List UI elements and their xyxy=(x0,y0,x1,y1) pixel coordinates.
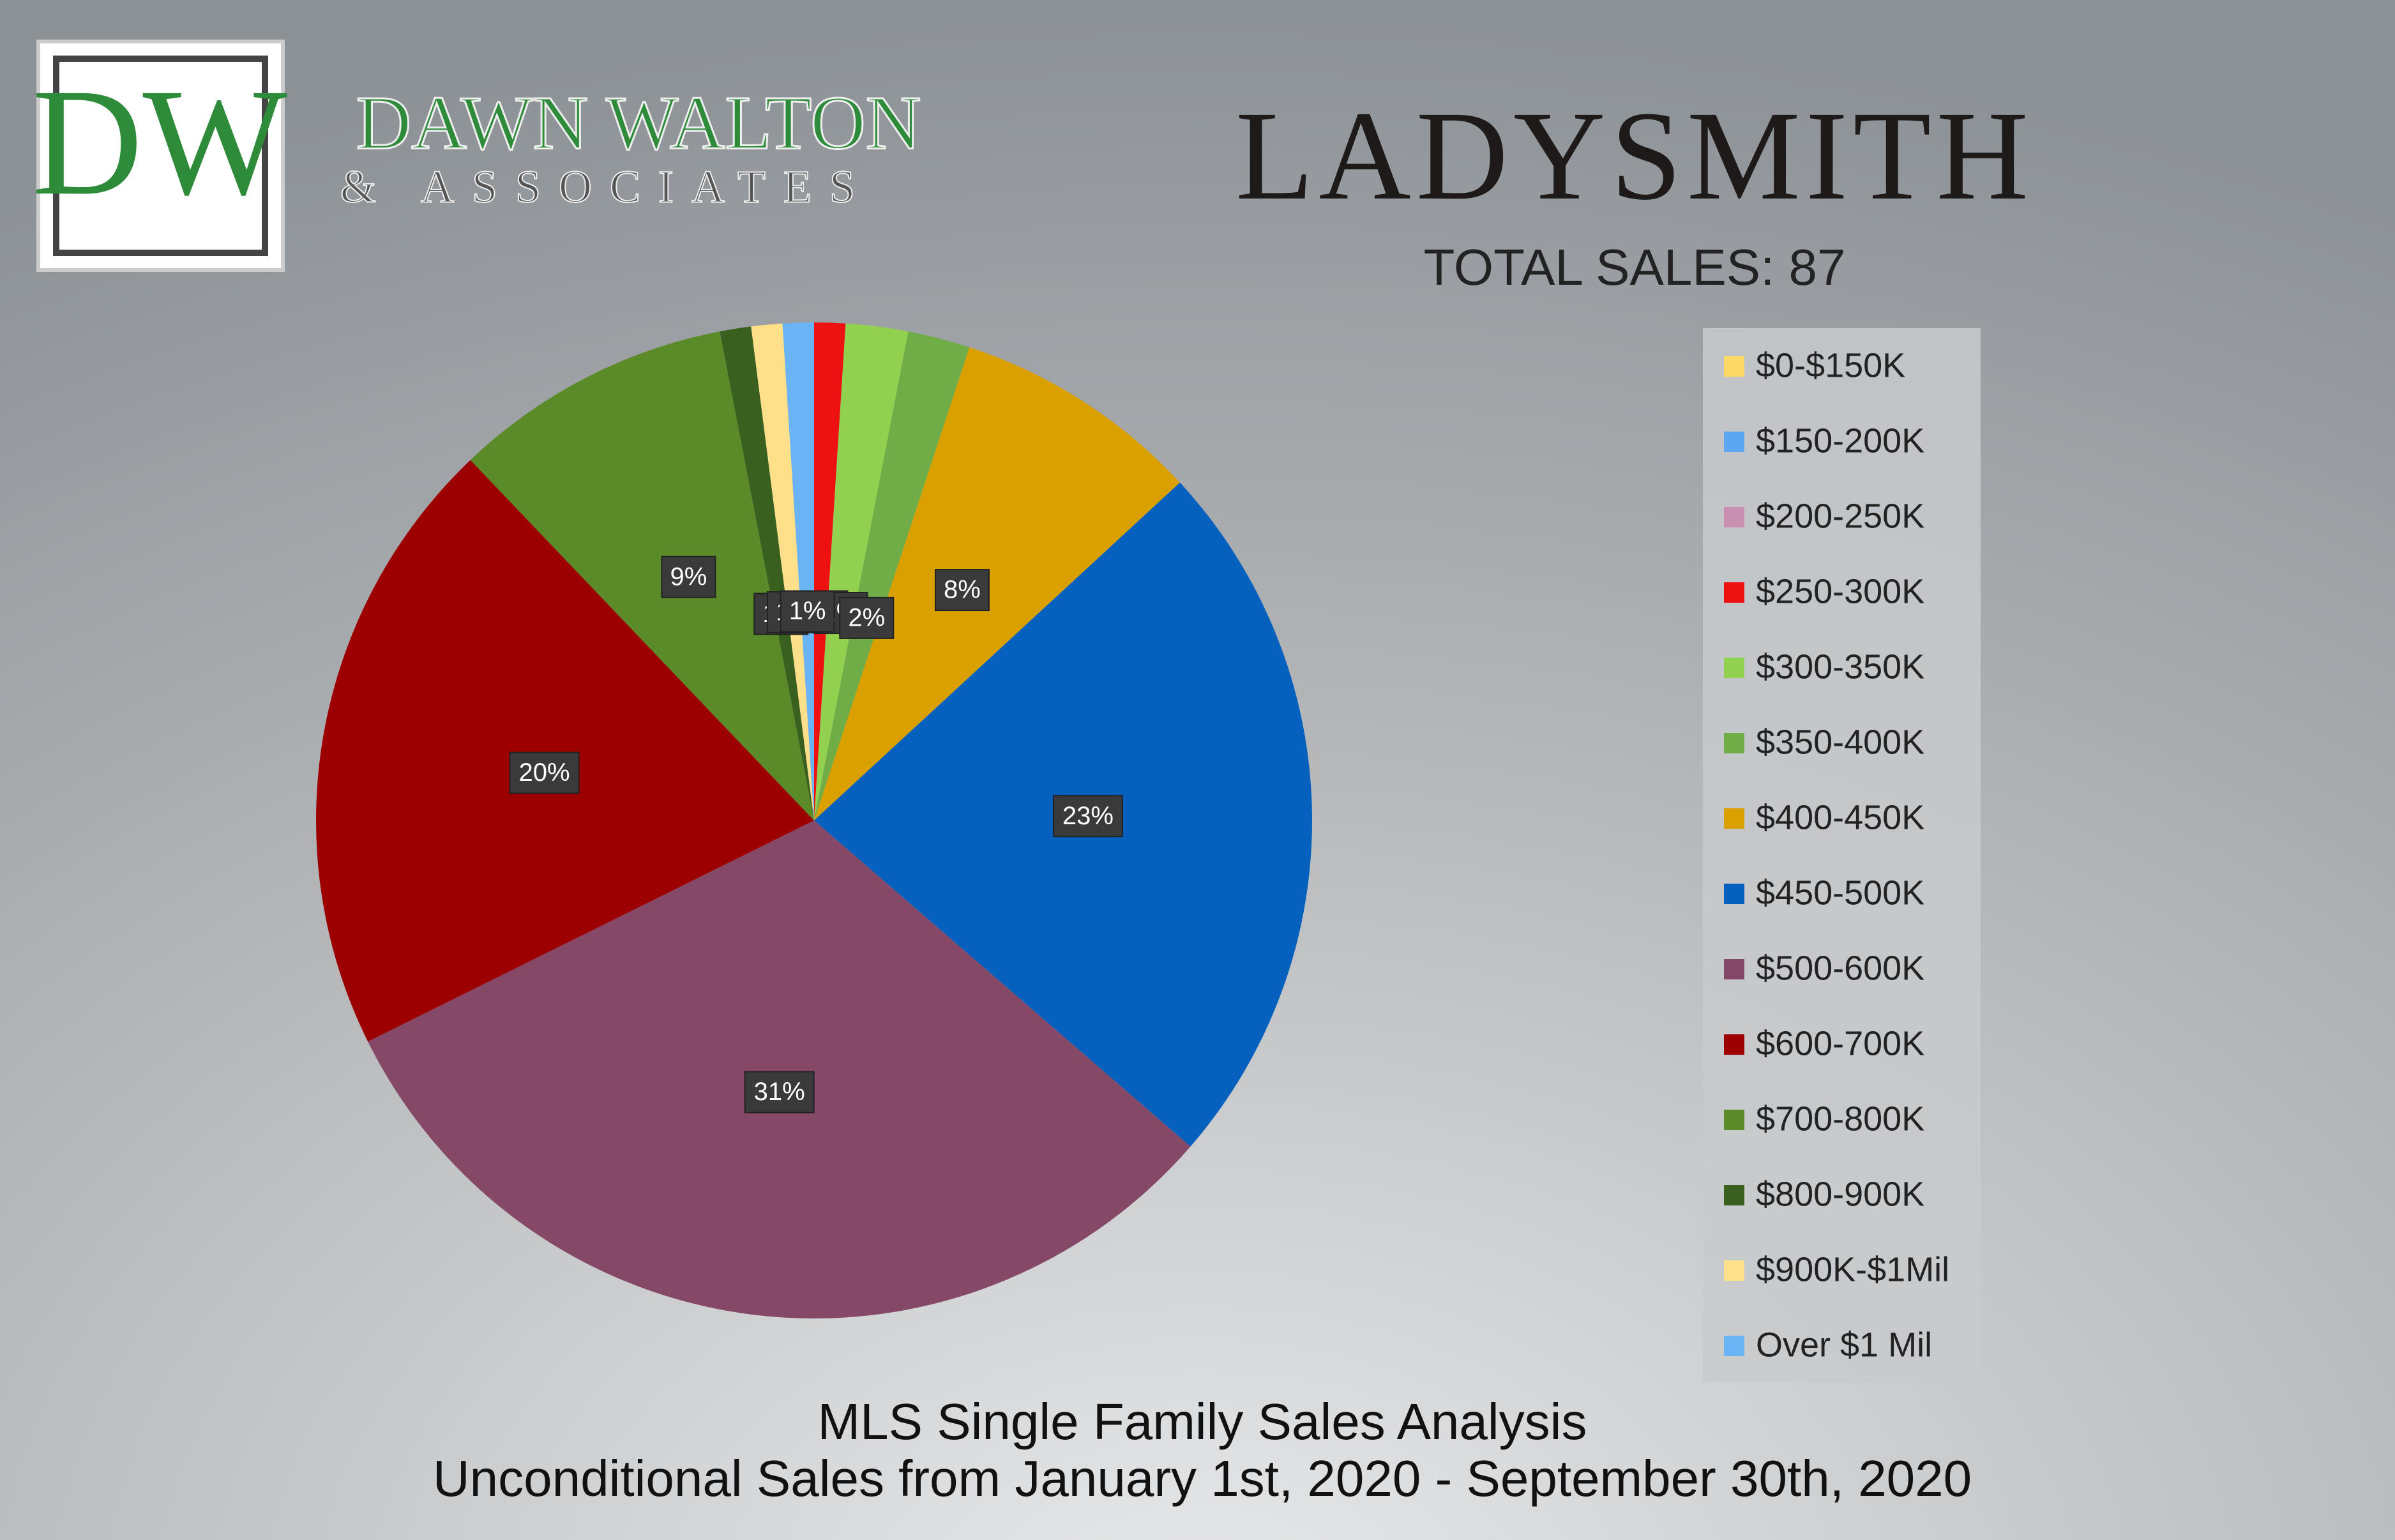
legend-box xyxy=(1703,328,1981,1382)
legend-swatch xyxy=(1724,884,1744,904)
data-label-box xyxy=(1052,795,1123,838)
legend-label: $350-400K xyxy=(1756,723,1924,761)
legend-swatch xyxy=(1724,658,1744,678)
pie-slice xyxy=(814,323,909,820)
pie-slice xyxy=(814,322,846,820)
data-label-box xyxy=(780,590,835,633)
pie-slice xyxy=(814,347,1180,820)
legend-swatch xyxy=(1724,356,1744,377)
data-label: 1% xyxy=(789,597,826,625)
legend-label: $800-900K xyxy=(1756,1175,1924,1213)
legend-label: $0-$150K xyxy=(1756,346,1905,384)
legend-swatch xyxy=(1724,1185,1744,1205)
pie-slice xyxy=(470,331,814,820)
legend-label: $200-250K xyxy=(1756,497,1924,535)
data-label-box xyxy=(509,751,580,794)
legend-label: $500-600K xyxy=(1756,949,1924,987)
data-label-box xyxy=(839,596,895,639)
data-label: 9% xyxy=(670,562,707,591)
legend-swatch xyxy=(1724,808,1744,829)
data-label-box xyxy=(661,555,716,598)
legend-swatch xyxy=(1724,1336,1744,1356)
legend-swatch xyxy=(1724,582,1744,603)
data-label-box xyxy=(744,1071,815,1113)
data-label: 31% xyxy=(754,1078,805,1106)
logo-name: DAWN WALTON xyxy=(356,80,921,165)
data-label: 2% xyxy=(848,603,885,631)
legend-swatch xyxy=(1724,507,1744,527)
legend-label: $600-700K xyxy=(1756,1024,1924,1062)
pie-slice xyxy=(368,820,1191,1318)
legend-label: Over $1 Mil xyxy=(1756,1325,1932,1364)
legend-swatch xyxy=(1724,1034,1744,1055)
chart-title: LADYSMITH xyxy=(1235,86,2034,227)
legend-swatch xyxy=(1724,1110,1744,1130)
data-label-box xyxy=(934,569,990,612)
pie-slice xyxy=(316,460,815,1042)
legend-label: $400-450K xyxy=(1756,798,1924,836)
legend-label: $150-200K xyxy=(1756,421,1924,460)
legend-swatch xyxy=(1724,432,1744,452)
pie-slice xyxy=(814,331,970,820)
pie-slice xyxy=(782,322,814,820)
legend-swatch xyxy=(1724,1260,1744,1281)
legend-label: $300-350K xyxy=(1756,647,1924,686)
data-label: 8% xyxy=(944,576,981,604)
logo-initials: DW xyxy=(32,57,287,227)
pie-slice xyxy=(720,326,814,820)
legend-label: $450-500K xyxy=(1756,873,1924,912)
logo-tagline: & ASSOCIATES xyxy=(340,162,873,213)
logo-inner-frame xyxy=(53,56,268,256)
legend-label: $250-300K xyxy=(1756,572,1924,610)
logo: DW DAWN WALTON & ASSOCIATES xyxy=(32,40,922,272)
logo-frame xyxy=(36,40,285,272)
legend-swatch xyxy=(1724,733,1744,753)
pie-slice xyxy=(751,323,814,820)
footer-line: MLS Single Family Sales Analysis xyxy=(818,1393,1587,1450)
data-label: 23% xyxy=(1062,802,1114,830)
footer-line: Unconditional Sales from January 1st, 20… xyxy=(433,1450,1972,1507)
legend-label: $700-800K xyxy=(1756,1099,1924,1138)
legend-swatch xyxy=(1724,959,1744,979)
chart-subtitle: TOTAL SALES: 87 xyxy=(1423,239,1845,296)
data-label: 20% xyxy=(518,759,570,787)
legend-label: $900K-$1Mil xyxy=(1756,1250,1949,1288)
